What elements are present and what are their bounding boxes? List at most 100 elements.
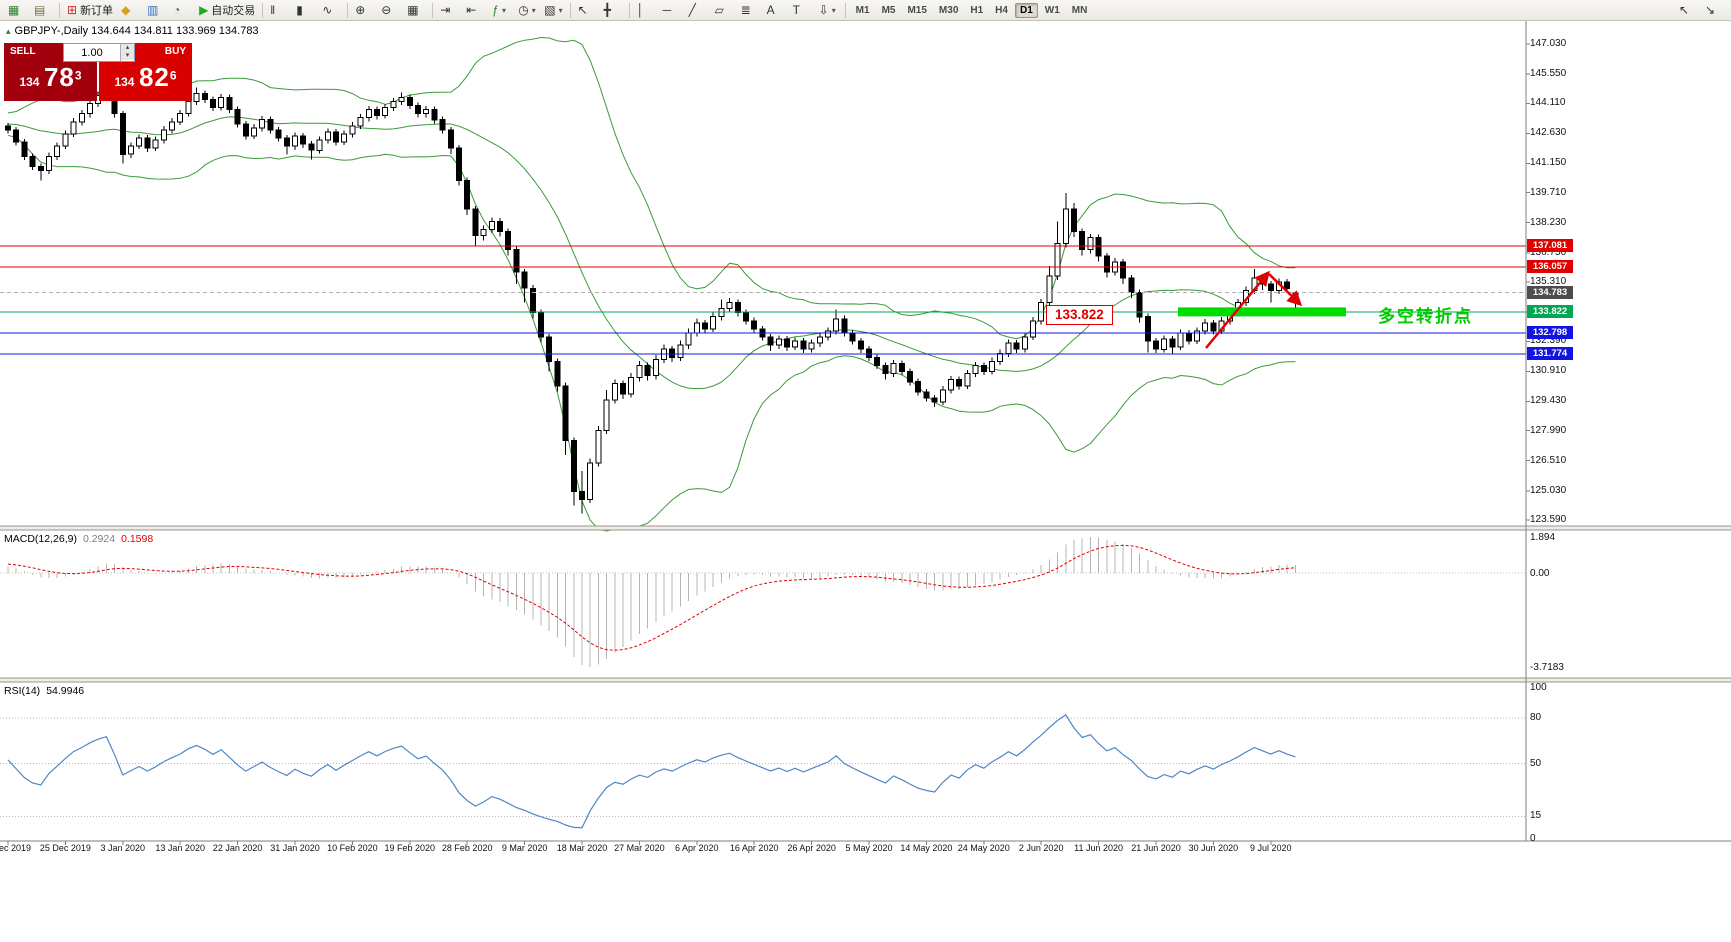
timeframe-button-h4[interactable]: H4 [995, 4, 1008, 16]
bar-chart-button[interactable]: ‖ [266, 0, 292, 20]
rsi-name: RSI(14) [4, 685, 41, 697]
cursor-button[interactable]: ↖ [574, 0, 600, 20]
price-callout-label[interactable]: 133.822 [1046, 305, 1113, 325]
autotrading-button-icon: ▶ [199, 3, 209, 17]
timeframe-button-d1[interactable]: D1 [1014, 2, 1038, 18]
trend-arrow[interactable] [1268, 273, 1303, 307]
candlestick-chart-button-icon: ▮ [296, 3, 303, 17]
symbol-ohlc-text: GBPJPY-,Daily 134.644 134.811 133.969 13… [14, 25, 259, 37]
zoom-out-button-icon: ⊖ [381, 3, 392, 17]
text-button-icon: A [766, 3, 775, 17]
volume-decrease-button[interactable]: ▾ [121, 52, 134, 60]
hand-pointer-icon-button[interactable]: ↘ [1701, 0, 1727, 20]
timeframe-button-mn[interactable]: MN [1071, 4, 1088, 16]
toolbar-separator [347, 2, 349, 18]
periods-button[interactable]: ◷ ▾ [514, 0, 540, 20]
chart-menu-icon[interactable]: ▴ [6, 25, 11, 36]
trendline-button-icon: ╱ [688, 3, 696, 17]
indicators-button-icon: ƒ [492, 3, 499, 17]
chevron-down-icon: ▾ [531, 5, 536, 15]
auto-scroll-button[interactable]: ⇥ [436, 0, 462, 20]
fibonacci-button[interactable]: ≣ [737, 0, 763, 20]
macd-label: MACD(12,26,9) 0.2924 0.1598 [4, 533, 153, 545]
candlestick-chart-button[interactable]: ▮ [292, 0, 318, 20]
line-chart-button[interactable]: ∿ [318, 0, 344, 20]
volume-control: ▴ ▾ [63, 43, 135, 62]
toolbar-separator [262, 2, 264, 18]
market-watch-button-icon: ◆ [121, 3, 131, 17]
templates-button[interactable]: ▧ ▾ [540, 0, 566, 20]
text-button[interactable]: A [763, 0, 789, 20]
macd-signal-value: 0.1598 [121, 533, 154, 545]
arrows-button[interactable]: ⇩ ▾ [815, 0, 841, 20]
new-order-button-label: 新订单 [80, 5, 114, 17]
indicators-button[interactable]: ƒ ▾ [488, 0, 514, 20]
market-watch-button[interactable]: ◆ [117, 0, 143, 20]
chart-canvas[interactable] [0, 21, 1731, 942]
horizontal-line-button[interactable]: ─ [659, 0, 685, 20]
line-chart-button-icon: ∿ [322, 3, 333, 17]
zoom-out-button[interactable]: ⊖ [377, 0, 403, 20]
crosshair-button-icon: ╋ [603, 3, 611, 17]
pointer-icon-button[interactable]: ↖ [1675, 0, 1701, 20]
toolbar-right-group: ↖ ↘ [1675, 0, 1727, 20]
arrows-button-icon: ⇩ [818, 3, 829, 17]
new-order-button-icon: ⊞ [67, 3, 78, 17]
text-label-button-icon: T [792, 3, 800, 17]
toolbar: ▦ ▤ ⊞ 新订单 ◆ ▥ ◔ ▶ 自动交易 ‖ ▮ ∿ ⊕ ⊖ ▦ ⇥ ⇤ ƒ ▾ ◷ ▾ ▧ ▾ ↖ ╋ │ ─ ╱ ▱ ≣ A T ⇩ ▾ … [0, 0, 1731, 21]
chevron-down-icon: ▾ [501, 5, 506, 15]
volume-input[interactable] [64, 44, 120, 61]
timeframe-button-m15[interactable]: M15 [907, 4, 927, 16]
chevron-down-icon: ▾ [831, 5, 836, 15]
chart-shift-button-icon: ⇤ [466, 3, 477, 17]
sell-price: 134 783 [19, 62, 82, 92]
horizontal-line-button-icon: ─ [662, 3, 672, 17]
tile-windows-button-icon: ▦ [407, 3, 419, 17]
timeframe-button-m30[interactable]: M30 [938, 4, 959, 16]
auto-scroll-button-icon: ⇥ [440, 3, 451, 17]
toolbar-separator [432, 2, 434, 18]
strategy-tester-button[interactable]: ◔ [169, 0, 195, 20]
channel-button[interactable]: ▱ [711, 0, 737, 20]
volume-spinner: ▴ ▾ [120, 44, 134, 61]
autotrading-button[interactable]: ▶ 自动交易 [195, 0, 259, 20]
pointer-icon-button-icon: ↖ [1679, 3, 1690, 17]
profiles-button[interactable]: ▤ [30, 0, 56, 20]
strategy-tester-button-icon: ◔ [173, 3, 181, 17]
data-window-button[interactable]: ▥ [143, 0, 169, 20]
toolbar-left-group: ▦ ▤ ⊞ 新订单 ◆ ▥ ◔ ▶ 自动交易 ‖ ▮ ∿ ⊕ ⊖ ▦ ⇥ ⇤ ƒ ▾ ◷ ▾ ▧ ▾ ↖ ╋ │ ─ ╱ ▱ ≣ A T ⇩ ▾ [4, 0, 841, 20]
chevron-down-icon: ▾ [558, 5, 563, 15]
trend-arrow[interactable] [1205, 270, 1270, 349]
chart-shift-button[interactable]: ⇤ [462, 0, 488, 20]
chart-window: 147.030 145.550 144.110 142.630 141.150 139.7… [0, 21, 1731, 942]
sell-label: SELL [10, 46, 36, 57]
toolbar-separator [844, 2, 846, 18]
profiles-button-icon: ▤ [34, 3, 46, 17]
new-chart-button[interactable]: ▦ [4, 0, 30, 20]
trendline-button[interactable]: ╱ [685, 0, 711, 20]
axis-ticks [7, 43, 1530, 845]
toolbar-separator [59, 2, 60, 18]
channel-button-icon: ▱ [714, 3, 724, 17]
new-order-button[interactable]: ⊞ 新订单 [63, 0, 117, 20]
vertical-line-button[interactable]: │ [633, 0, 659, 20]
text-label-button[interactable]: T [789, 0, 815, 20]
new-chart-button-icon: ▦ [8, 3, 20, 17]
timeframe-button-m1[interactable]: M1 [855, 4, 870, 16]
zoom-in-button[interactable]: ⊕ [351, 0, 377, 20]
tile-windows-button[interactable]: ▦ [403, 0, 429, 20]
macd-signal-line [7, 544, 1296, 651]
crosshair-button[interactable]: ╋ [600, 0, 626, 20]
timeframe-button-w1[interactable]: W1 [1044, 4, 1060, 16]
bar-chart-button-icon: ‖ [270, 3, 276, 17]
zoom-in-button-icon: ⊕ [355, 3, 366, 17]
timeframe-button-m5[interactable]: M5 [881, 4, 896, 16]
rsi-line [7, 714, 1296, 829]
buy-price: 134 826 [114, 62, 177, 92]
timeframe-group: M1 M5 M15 M30 H1 H4 D1 W1 MN [850, 2, 1094, 18]
timeframe-button-h1[interactable]: H1 [970, 4, 984, 16]
pivot-zone-text[interactable]: 多空转折点 [1378, 307, 1473, 326]
volume-increase-button[interactable]: ▴ [121, 44, 134, 52]
one-click-trading-panel: SELL 134 783 BUY 134 826 ▴ ▾ [4, 43, 192, 101]
